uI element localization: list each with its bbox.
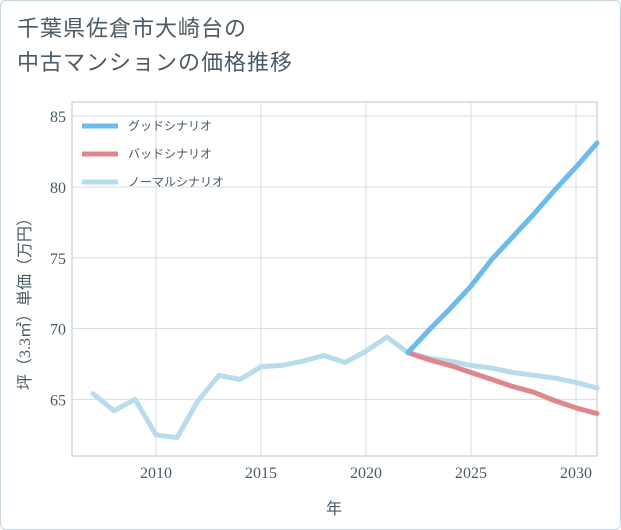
legend-label: グッドシナリオ bbox=[128, 119, 212, 133]
chart-title: 千葉県佐倉市大崎台の 中古マンションの価格推移 bbox=[17, 13, 293, 81]
legend-label: バッドシナリオ bbox=[128, 147, 212, 161]
y-axis-ticks: 65 70 75 80 85 bbox=[50, 109, 66, 409]
x-tick-label: 2015 bbox=[245, 465, 277, 482]
y-tick-label: 85 bbox=[50, 109, 66, 126]
y-tick-label: 80 bbox=[50, 180, 66, 197]
series-line-0 bbox=[405, 140, 600, 356]
chart-title-line-2: 中古マンションの価格推移 bbox=[17, 51, 294, 76]
x-axis-label: 年 bbox=[326, 500, 342, 518]
plot-area bbox=[71, 101, 598, 457]
x-tick-label: 2025 bbox=[455, 465, 487, 482]
x-tick-label: 2010 bbox=[140, 465, 172, 482]
legend-label: ノーマルシナリオ bbox=[128, 175, 224, 189]
x-tick-label: 2020 bbox=[350, 465, 382, 482]
x-tick-label: 2030 bbox=[560, 465, 592, 482]
series-line-2 bbox=[90, 334, 600, 441]
series-lines bbox=[90, 140, 600, 441]
x-axis-ticks: 2010 2015 2020 2025 2030 bbox=[140, 465, 592, 482]
grid-lines bbox=[72, 102, 597, 456]
y-tick-label: 65 bbox=[50, 392, 66, 409]
y-axis-label: 坪（3.3㎡）単価（万円） bbox=[16, 210, 34, 390]
chart-title-line-1: 千葉県佐倉市大崎台の bbox=[17, 17, 248, 42]
y-tick-label: 75 bbox=[50, 251, 66, 268]
y-tick-label: 70 bbox=[50, 322, 66, 339]
series-line-1 bbox=[405, 350, 600, 416]
